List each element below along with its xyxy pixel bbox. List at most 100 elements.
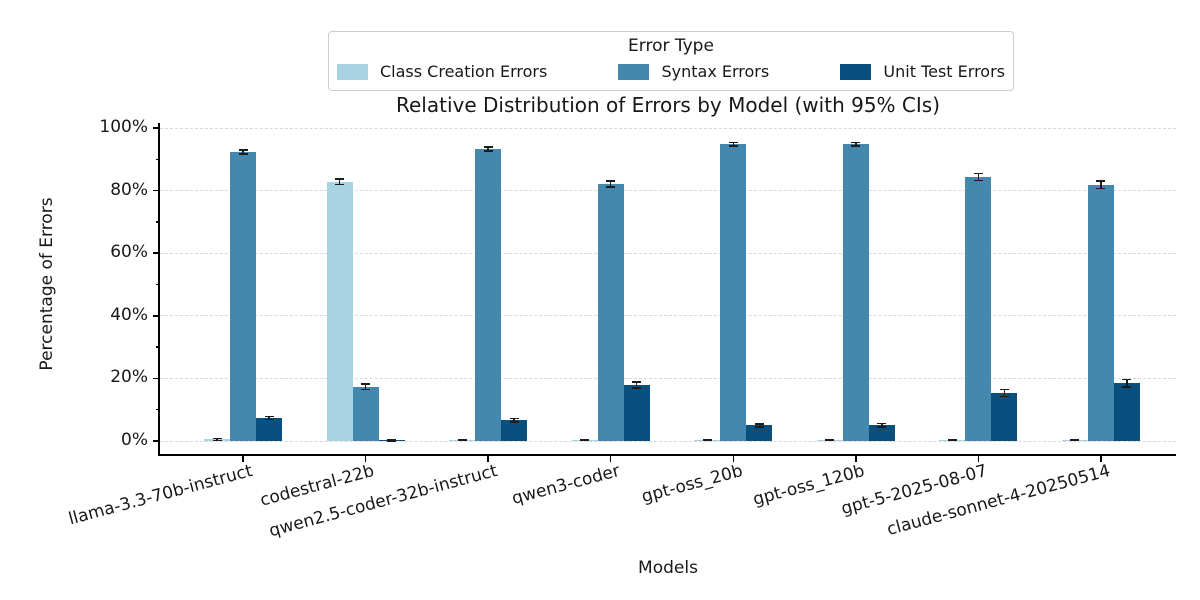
error-bar-cap-bottom xyxy=(947,439,957,442)
error-bar-cap-top xyxy=(457,438,467,441)
error-bar-cap-bottom xyxy=(212,439,222,442)
y-major-tick xyxy=(153,252,160,254)
legend-title: Error Type xyxy=(628,36,714,56)
error-bar-cap-top xyxy=(361,383,371,385)
y-axis-spine xyxy=(158,123,160,456)
error-bar-cap-bottom xyxy=(457,439,467,442)
error-bar-cap-top xyxy=(212,437,222,440)
error-bar xyxy=(1100,181,1102,189)
x-tick-label: llama-3.3-70b-instruct xyxy=(65,461,255,530)
x-tick xyxy=(364,456,367,462)
y-gridline xyxy=(160,315,1176,317)
error-bar-cap-bottom xyxy=(1096,187,1106,190)
bar-unit-test-errors xyxy=(1113,383,1140,441)
error-bar xyxy=(216,438,218,441)
error-bar xyxy=(242,150,244,154)
error-bar-cap-top xyxy=(1096,180,1106,182)
error-bar-cap-top xyxy=(1070,438,1080,441)
bar-syntax-errors xyxy=(475,148,502,441)
error-bar-cap-bottom xyxy=(632,387,642,389)
error-bar xyxy=(487,147,489,151)
error-bar-cap-top xyxy=(632,381,642,383)
error-bar-cap-bottom xyxy=(1070,439,1080,442)
bar-syntax-errors xyxy=(965,176,992,441)
x-tick xyxy=(1100,456,1102,462)
legend-label: Class Creation Errors xyxy=(380,62,548,81)
error-bar-cap-bottom xyxy=(702,439,712,442)
error-bar-cap-top xyxy=(580,438,590,441)
y-major-tick xyxy=(153,377,160,380)
error-bar xyxy=(1003,389,1006,397)
x-tick-label: qwen2.5-coder-32b-instruct xyxy=(266,461,500,542)
error-bar xyxy=(364,384,367,390)
y-gridline xyxy=(160,440,1176,442)
error-bar xyxy=(635,382,638,388)
error-bar-cap-bottom xyxy=(851,145,861,147)
error-bar xyxy=(268,416,270,420)
error-bar-cap-bottom xyxy=(264,418,274,421)
error-bar-cap-top xyxy=(973,172,983,175)
y-tick-label: 100% xyxy=(99,117,148,137)
y-tick-label: 40% xyxy=(110,304,148,325)
legend-label: Syntax Errors xyxy=(661,62,770,81)
error-bar-cap-top xyxy=(1122,378,1132,381)
error-bar-cap-bottom xyxy=(238,153,248,155)
error-bar xyxy=(338,179,341,185)
error-bar-cap-top xyxy=(851,141,861,144)
error-bar-cap-top xyxy=(483,146,493,148)
bar-unit-test-errors xyxy=(746,425,773,441)
legend-entry: Syntax Errors xyxy=(618,62,769,81)
x-tick-label: gpt-oss_20b xyxy=(639,461,745,508)
bar-syntax-errors xyxy=(230,152,256,441)
chart-title: Relative Distribution of Errors by Model… xyxy=(396,93,940,117)
bar-unit-test-errors xyxy=(991,393,1018,441)
y-gridline xyxy=(160,252,1176,254)
error-bar-cap-bottom xyxy=(509,421,519,423)
error-bar-cap-top xyxy=(825,438,835,441)
error-bar-cap-bottom xyxy=(999,395,1009,398)
x-tick xyxy=(242,456,244,462)
error-bar-cap-top xyxy=(387,438,397,441)
error-bar-cap-top xyxy=(509,417,519,420)
error-bar xyxy=(1126,379,1128,387)
x-tick xyxy=(732,456,735,462)
y-tick-label: 20% xyxy=(110,367,148,388)
error-bar-cap-top xyxy=(877,422,887,425)
x-tick-label: qwen3-coder xyxy=(509,461,622,510)
bar-syntax-errors xyxy=(352,386,379,441)
bar-class-creation-errors xyxy=(326,181,353,441)
legend-entries: Class Creation Errors Syntax Errors Unit T… xyxy=(329,56,1013,81)
legend-swatch-icon xyxy=(840,63,872,80)
error-bar-cap-bottom xyxy=(825,439,835,442)
error-bar-cap-bottom xyxy=(580,439,590,442)
y-axis-label: Percentage of Errors xyxy=(37,197,57,371)
error-bar-cap-bottom xyxy=(1122,386,1132,388)
y-tick-label: 0% xyxy=(121,430,148,450)
y-tick-label: 60% xyxy=(110,242,148,263)
bar-syntax-errors xyxy=(842,144,869,441)
legend-swatch-icon xyxy=(337,63,368,80)
x-axis-label: Models xyxy=(638,558,698,578)
error-bar xyxy=(609,181,612,187)
y-gridline xyxy=(160,190,1176,192)
error-bar xyxy=(732,142,735,146)
error-bar-cap-top xyxy=(238,149,248,151)
bar-syntax-errors xyxy=(597,184,624,441)
legend: Error Type Class Creation Errors Syntax E… xyxy=(328,31,1014,91)
y-major-tick xyxy=(153,440,160,442)
error-bar xyxy=(855,142,857,146)
error-bar xyxy=(881,423,883,428)
x-tick-label: claude-sonnet-4-20250514 xyxy=(884,461,1113,540)
error-bar-cap-top xyxy=(606,180,616,182)
error-bar-cap-bottom xyxy=(606,186,616,188)
bar-unit-test-errors xyxy=(256,418,282,441)
bar-unit-test-errors xyxy=(501,420,528,441)
y-gridline xyxy=(160,127,1176,129)
error-bar-cap-top xyxy=(999,388,1009,391)
x-tick xyxy=(487,456,489,462)
legend-entry: Unit Test Errors xyxy=(840,62,1005,81)
x-tick xyxy=(609,456,612,462)
error-bar-cap-bottom xyxy=(361,388,371,391)
error-bar-cap-top xyxy=(728,141,738,144)
error-bar-cap-bottom xyxy=(728,145,738,147)
